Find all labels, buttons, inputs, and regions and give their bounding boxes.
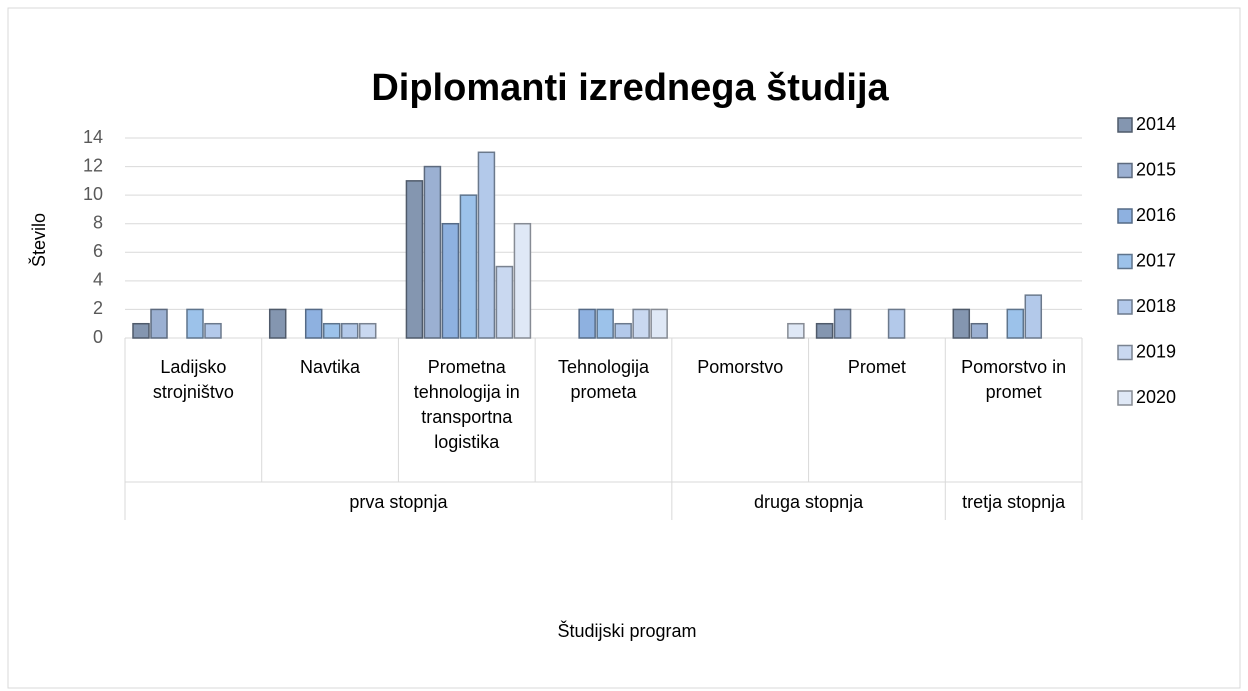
bar: [150, 308, 168, 339]
bar: [423, 165, 442, 339]
legend-swatch: [1117, 390, 1133, 406]
legend-label: 2014: [1136, 114, 1176, 134]
bar: [405, 180, 424, 339]
bar: [459, 194, 478, 339]
y-tick-label: 12: [83, 155, 103, 175]
bar: [650, 308, 668, 339]
legend-swatch: [1117, 253, 1133, 270]
bar: [614, 322, 632, 339]
legend-swatch: [1117, 162, 1133, 179]
bar: [1006, 308, 1025, 339]
x-tick-label: Pomorstvo: [697, 357, 784, 377]
bar: [204, 322, 222, 339]
y-tick-label: 6: [93, 241, 103, 261]
bar: [477, 151, 496, 339]
y-axis-title: Število: [28, 213, 49, 267]
bar: [815, 322, 834, 339]
bar: [513, 222, 532, 339]
bar: [322, 322, 341, 339]
group-label: druga stopnja: [754, 492, 864, 512]
bar: [495, 265, 514, 339]
y-tick-label: 8: [93, 212, 103, 232]
legend-label: 2019: [1136, 341, 1176, 361]
bar: [787, 322, 805, 339]
legend-label: 2020: [1136, 387, 1176, 407]
group-label: prva stopnja: [349, 492, 448, 512]
y-tick-label: 10: [83, 184, 103, 204]
bar: [1024, 294, 1043, 339]
bar: [952, 308, 971, 339]
y-tick-label: 2: [93, 298, 103, 318]
chart-title: Diplomanti izrednega študija: [371, 67, 889, 109]
bar: [578, 308, 596, 339]
bar: [340, 322, 359, 339]
bar: [441, 222, 460, 339]
bar: [268, 308, 287, 339]
bar: [833, 308, 852, 339]
x-tick-label: Navtika: [300, 357, 361, 377]
bar: [358, 322, 377, 339]
x-tick-label: Ladijsko strojništvo: [152, 357, 234, 402]
bar: [186, 308, 204, 339]
y-tick-label: 4: [93, 270, 103, 290]
legend-swatch: [1117, 344, 1133, 361]
legend-swatch: [1117, 299, 1133, 315]
x-tick-label: Tehnologija prometa: [557, 357, 650, 402]
legend-label: 2018: [1136, 296, 1176, 316]
x-axis-title: Študijski program: [557, 620, 696, 641]
legend-label: 2016: [1136, 205, 1176, 225]
bar: [132, 322, 150, 339]
group-label: tretja stopnja: [962, 492, 1066, 512]
bar: [304, 308, 323, 339]
legend-swatch: [1117, 117, 1133, 133]
x-tick-label: Pomorstvo in promet: [961, 357, 1067, 402]
legend-label: 2017: [1136, 250, 1176, 270]
y-tick-label: 0: [93, 327, 103, 347]
bar: [632, 308, 650, 339]
chart-frame: [7, 7, 1241, 689]
legend-swatch: [1117, 208, 1133, 224]
x-tick-label: Promet: [847, 357, 906, 377]
y-tick-label: 14: [83, 127, 103, 147]
x-tick-label: Prometna tehnologija in transportna logi…: [413, 357, 520, 452]
bar: [887, 308, 906, 339]
bar: [596, 308, 614, 339]
legend-label: 2015: [1136, 159, 1176, 179]
bar: [970, 322, 989, 339]
